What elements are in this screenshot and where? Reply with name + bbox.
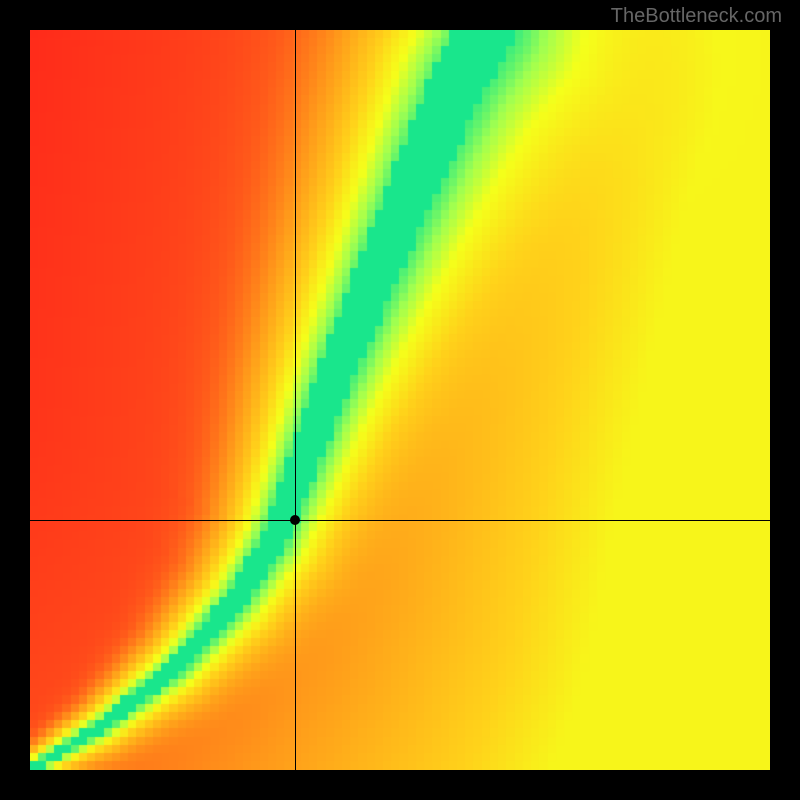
heatmap-canvas: [30, 30, 770, 770]
crosshair-horizontal: [30, 520, 770, 521]
crosshair-marker: [290, 515, 300, 525]
crosshair-vertical: [295, 30, 296, 770]
plot-area: [30, 30, 770, 770]
chart-container: TheBottleneck.com: [0, 0, 800, 800]
watermark-text: TheBottleneck.com: [611, 5, 782, 28]
